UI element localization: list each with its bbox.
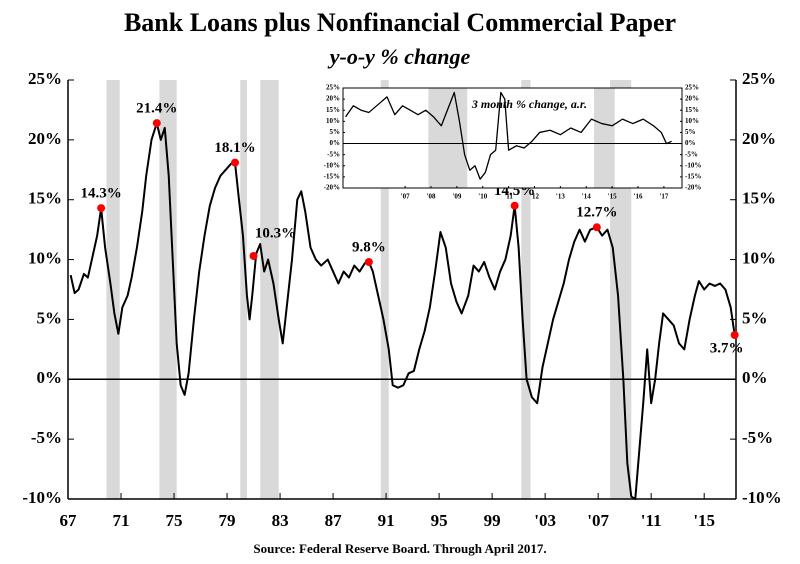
peak-marker: [592, 223, 601, 232]
recession-shade: [521, 80, 531, 499]
y-tick-label: 15%: [326, 106, 340, 114]
y2-tick-label: 15%: [742, 189, 776, 208]
peak-label: 18.1%: [214, 140, 255, 156]
y2-tick-label: 20%: [742, 129, 776, 148]
y-tick-label: 20%: [28, 129, 62, 148]
x-tick-label: '14: [582, 193, 591, 201]
data-line: [345, 91, 672, 180]
x-tick-label: 83: [272, 511, 289, 530]
peak-marker: [510, 201, 519, 210]
x-tick-label: '03: [534, 511, 556, 530]
y2-tick-label: 0%: [742, 368, 768, 387]
peak-marker: [730, 330, 739, 339]
x-tick-label: 91: [378, 511, 395, 530]
recession-shade: [240, 80, 247, 499]
y-tick-label: 10%: [28, 248, 62, 267]
x-tick-label: '11: [504, 193, 513, 201]
y2-tick-label: 25%: [742, 69, 776, 88]
x-tick-label: '07: [587, 511, 609, 530]
x-tick-label: 67: [60, 511, 78, 530]
x-tick-label: '07: [401, 193, 410, 201]
x-tick-label: '15: [608, 193, 617, 201]
recession-shade: [260, 80, 279, 499]
y-tick-label: 15%: [28, 189, 62, 208]
peak-label: 21.4%: [136, 101, 177, 117]
x-tick-label: '10: [478, 193, 487, 201]
y-tick-label: 25%: [326, 84, 340, 92]
y-tick-label: -10%: [22, 488, 62, 507]
inset: 3 month % change, a.r. -20% -15% -10% -5% 0% 5…: [324, 84, 702, 201]
y2-tick-label: -15%: [685, 172, 701, 180]
x-tick-label: 87: [325, 511, 343, 530]
y2-tick-label: -10%: [685, 161, 701, 169]
recession-shade: [594, 88, 615, 188]
inset-title: 3 month % change, a.r.: [471, 97, 587, 111]
x-tick-label: 71: [113, 511, 130, 530]
peak-marker: [152, 119, 161, 128]
y2-tick-label: -5%: [742, 428, 773, 447]
source-note: Source: Federal Reserve Board. Through A…: [253, 541, 546, 556]
y-tick-label: 25%: [28, 69, 62, 88]
data-line: [69, 122, 736, 500]
y2-tick-label: 25%: [685, 84, 699, 92]
peak-marker: [231, 158, 239, 167]
inset-frame: [342, 87, 683, 189]
x-tick-label: '17: [659, 193, 668, 201]
y2-tick-label: 20%: [685, 95, 699, 103]
x-tick-label: '09: [452, 193, 461, 201]
x-tick-label: '16: [634, 193, 643, 201]
peak-label: 14.3%: [81, 186, 122, 202]
y2-tick-label: 5%: [685, 128, 696, 136]
x-tick-label: '11: [641, 511, 662, 530]
y-tick-label: -10%: [324, 161, 340, 169]
peak-marker: [97, 204, 106, 213]
recession-shade: [106, 80, 120, 499]
x-tick-label: '12: [530, 193, 539, 201]
y-tick-label: 5%: [37, 308, 63, 327]
y-tick-label: 20%: [326, 95, 340, 103]
recession-shade: [159, 80, 177, 499]
peak-marker: [249, 251, 258, 260]
x-tick-label: 75: [166, 511, 183, 530]
y-tick-label: -20%: [324, 184, 340, 192]
peak-label: 10.3%: [255, 225, 296, 241]
y2-tick-label: -20%: [685, 184, 701, 192]
recession-shade: [428, 88, 468, 188]
x-tick-label: 95: [431, 511, 448, 530]
chart-title: Bank Loans plus Nonfinancial Commercial …: [124, 8, 676, 37]
peak-label: 3.7%: [710, 340, 744, 356]
y-tick-label: 0%: [37, 368, 63, 387]
y-tick-label: -15%: [324, 172, 340, 180]
chart-subtitle: y-o-y % change: [327, 44, 471, 69]
y2-tick-label: 10%: [742, 248, 776, 267]
y2-tick-label: 5%: [742, 308, 768, 327]
peak-marker: [364, 257, 373, 266]
peak-label: 9.8%: [352, 239, 386, 255]
y2-tick-label: -10%: [742, 488, 782, 507]
peak-label: 12.7%: [576, 205, 617, 221]
y-tick-label: -5%: [31, 428, 62, 447]
x-tick-label: 99: [484, 511, 501, 530]
inset-background: [343, 88, 682, 188]
x-tick-label: '15: [693, 511, 715, 530]
x-tick-label: '13: [556, 193, 565, 201]
y-tick-label: 10%: [326, 117, 340, 125]
main-plot: -10% -5% 0% 5% 10% 15% 20% 25% -10% -5% 0% 5% 10% 15%…: [22, 69, 781, 530]
x-tick-label: '08: [427, 193, 436, 201]
y2-tick-label: 0%: [685, 139, 696, 147]
recession-shade: [380, 80, 389, 499]
y-tick-label: -5%: [327, 150, 340, 158]
y2-tick-label: 10%: [685, 117, 699, 125]
y-tick-label: 5%: [330, 128, 341, 136]
y-tick-label: 0%: [330, 139, 341, 147]
y2-tick-label: 15%: [685, 106, 699, 114]
x-tick-label: 79: [219, 511, 236, 530]
y2-tick-label: -5%: [685, 150, 698, 158]
